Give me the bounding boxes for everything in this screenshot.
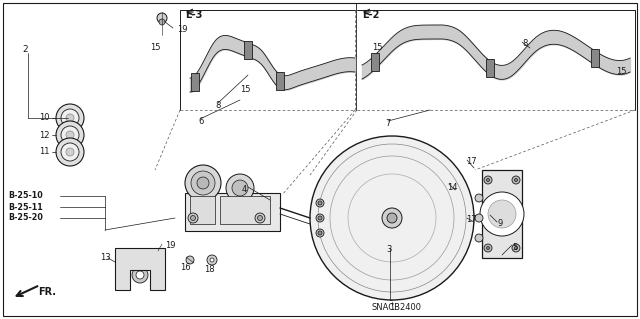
Circle shape: [61, 109, 79, 127]
Text: 15: 15: [240, 85, 250, 94]
Bar: [191, 73, 199, 91]
Circle shape: [185, 165, 221, 201]
Text: 10: 10: [40, 114, 50, 122]
Circle shape: [159, 19, 165, 25]
Circle shape: [255, 213, 265, 223]
Circle shape: [191, 171, 215, 195]
Circle shape: [232, 180, 248, 196]
Circle shape: [186, 256, 194, 264]
Circle shape: [132, 267, 148, 283]
Circle shape: [316, 214, 324, 222]
Text: 2: 2: [22, 46, 28, 55]
Circle shape: [316, 199, 324, 207]
Circle shape: [486, 179, 490, 182]
Text: FR.: FR.: [38, 287, 56, 297]
Text: 14: 14: [447, 182, 458, 191]
Circle shape: [310, 136, 474, 300]
Circle shape: [66, 148, 74, 156]
Circle shape: [480, 192, 524, 236]
Circle shape: [484, 244, 492, 252]
Circle shape: [486, 247, 490, 249]
Bar: [482, 170, 522, 258]
Text: 5: 5: [512, 242, 517, 251]
Bar: [190, 196, 215, 224]
Bar: [220, 196, 270, 224]
Text: 7: 7: [385, 120, 390, 129]
Circle shape: [66, 114, 74, 122]
Bar: [185, 193, 280, 231]
Text: E-3: E-3: [185, 10, 202, 20]
Circle shape: [56, 104, 84, 132]
Circle shape: [475, 214, 483, 222]
Text: 1: 1: [389, 302, 395, 311]
Circle shape: [484, 176, 492, 184]
Text: 17: 17: [466, 216, 477, 225]
Bar: [244, 41, 252, 59]
Bar: [591, 49, 599, 67]
Text: 19: 19: [165, 241, 175, 249]
Circle shape: [136, 271, 144, 279]
Circle shape: [66, 131, 74, 139]
Circle shape: [318, 201, 322, 205]
Text: 4: 4: [242, 186, 247, 195]
Text: B-25-11: B-25-11: [8, 203, 43, 211]
Text: 8: 8: [522, 40, 527, 48]
Circle shape: [488, 200, 516, 228]
Text: 13: 13: [100, 254, 111, 263]
Text: 18: 18: [204, 265, 214, 275]
Circle shape: [61, 126, 79, 144]
Circle shape: [156, 251, 164, 259]
Circle shape: [157, 13, 167, 23]
Circle shape: [188, 213, 198, 223]
Text: 8: 8: [215, 101, 220, 110]
Circle shape: [318, 216, 322, 220]
Text: 3: 3: [386, 246, 392, 255]
Text: 15: 15: [616, 68, 627, 77]
Circle shape: [207, 255, 217, 265]
Text: 17: 17: [466, 158, 477, 167]
Text: 12: 12: [40, 130, 50, 139]
Circle shape: [210, 258, 214, 262]
Circle shape: [475, 194, 483, 202]
Circle shape: [191, 216, 195, 220]
Circle shape: [316, 229, 324, 237]
Text: B-25-10: B-25-10: [8, 191, 43, 201]
Circle shape: [515, 179, 518, 182]
Text: B-25-20: B-25-20: [8, 213, 43, 222]
Circle shape: [515, 247, 518, 249]
Circle shape: [512, 244, 520, 252]
Text: E-2: E-2: [362, 10, 380, 20]
Circle shape: [56, 121, 84, 149]
Text: 19: 19: [177, 26, 188, 34]
Circle shape: [61, 143, 79, 161]
Text: 15: 15: [372, 42, 383, 51]
Circle shape: [226, 174, 254, 202]
Text: 6: 6: [198, 117, 204, 127]
Circle shape: [197, 177, 209, 189]
Circle shape: [56, 138, 84, 166]
Bar: [486, 59, 494, 77]
Circle shape: [318, 231, 322, 235]
Text: 16: 16: [180, 263, 191, 272]
Polygon shape: [115, 248, 165, 290]
Circle shape: [512, 176, 520, 184]
Text: 9: 9: [497, 219, 502, 228]
Circle shape: [382, 208, 402, 228]
Circle shape: [475, 234, 483, 242]
Circle shape: [257, 216, 262, 220]
Circle shape: [387, 213, 397, 223]
Text: 11: 11: [40, 147, 50, 157]
Bar: [276, 72, 284, 90]
Text: SNACB2400: SNACB2400: [372, 303, 422, 313]
Text: 15: 15: [150, 42, 161, 51]
Bar: [371, 53, 379, 71]
